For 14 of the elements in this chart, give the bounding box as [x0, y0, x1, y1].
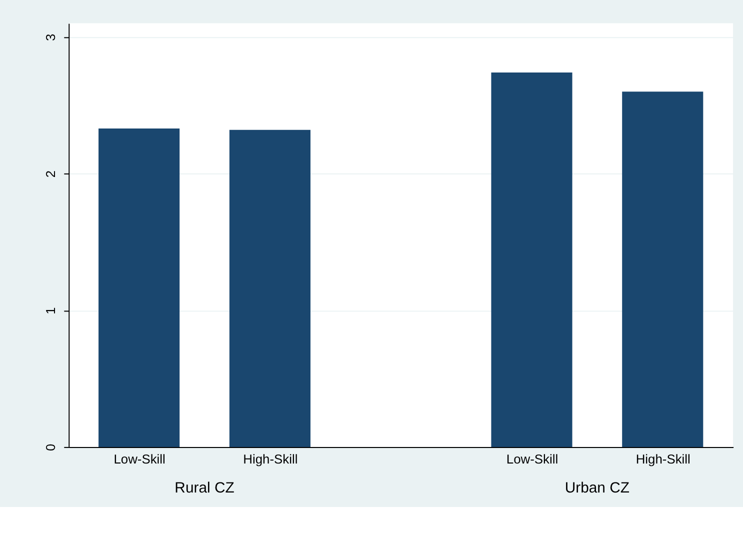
- bar: [622, 92, 704, 447]
- x-tick-label: High-Skill: [243, 451, 298, 466]
- y-tick-label: 0: [43, 444, 58, 452]
- x-tick-label: Low-Skill: [114, 451, 166, 466]
- bar: [98, 128, 180, 447]
- y-tick-label: 1: [43, 307, 58, 314]
- bar: [491, 72, 572, 447]
- x-tick-label: Low-Skill: [506, 451, 558, 466]
- y-tick-label: 2: [43, 170, 58, 178]
- bar: [229, 130, 310, 447]
- y-tick-label: 3: [43, 34, 58, 41]
- text: Urban CZ: [564, 480, 630, 497]
- x-tick-label: High-Skill: [636, 451, 690, 466]
- text: Rural CZ: [174, 480, 234, 497]
